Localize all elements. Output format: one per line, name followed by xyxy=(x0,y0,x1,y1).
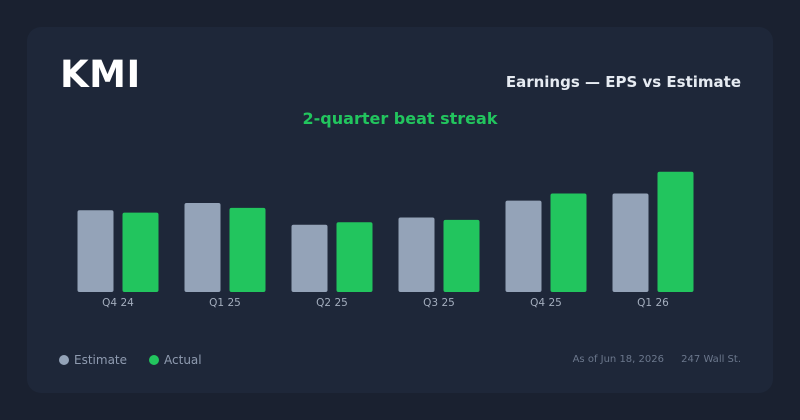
as-of-date: As of Jun 18, 2026 xyxy=(572,354,664,365)
bar-actual-q1-25 xyxy=(229,207,266,292)
bar-estimate-q4-24 xyxy=(77,210,114,292)
chart-legend: Estimate Actual xyxy=(59,353,224,367)
x-tick-label: Q1 25 xyxy=(209,297,241,309)
bar-actual-q4-24 xyxy=(122,212,159,292)
bar-estimate-q3-25 xyxy=(398,217,435,292)
x-tick-label: Q4 24 xyxy=(102,297,134,309)
source-label: 247 Wall St. xyxy=(681,354,741,365)
bar-estimate-q2-25 xyxy=(291,224,328,292)
ticker-symbol: KMI xyxy=(60,53,141,96)
legend-label-estimate: Estimate xyxy=(74,353,128,367)
x-tick-label: Q3 25 xyxy=(423,297,455,309)
x-tick-label: Q4 25 xyxy=(530,297,562,309)
beat-streak-label: 2-quarter beat streak xyxy=(302,109,498,128)
chart-title: Earnings — EPS vs Estimate xyxy=(505,73,741,91)
legend-swatch-estimate xyxy=(59,355,69,365)
bar-actual-q1-26 xyxy=(657,171,694,292)
legend-item-estimate: Estimate xyxy=(59,353,127,367)
bar-actual-q3-25 xyxy=(443,219,480,292)
legend-item-actual: Actual xyxy=(149,353,202,367)
bar-estimate-q1-26 xyxy=(612,193,649,292)
x-tick-label: Q2 25 xyxy=(316,297,348,309)
earnings-card: KMI Earnings — EPS vs Estimate 2-quarter… xyxy=(27,27,773,393)
legend-swatch-actual xyxy=(149,355,160,365)
bar-estimate-q4-25 xyxy=(505,200,542,292)
legend-label-actual: Actual xyxy=(164,353,202,367)
bar-actual-q4-25 xyxy=(550,193,587,292)
chart-footer: As of Jun 18, 2026 247 Wall St. xyxy=(559,354,741,365)
bar-actual-q2-25 xyxy=(336,222,373,292)
x-tick-label: Q1 26 xyxy=(637,297,669,309)
bar-estimate-q1-25 xyxy=(184,203,221,292)
eps-bar-chart: Q4 24 Q1 25 Q2 25 Q3 25 Q4 25 Q1 26 xyxy=(77,171,694,309)
